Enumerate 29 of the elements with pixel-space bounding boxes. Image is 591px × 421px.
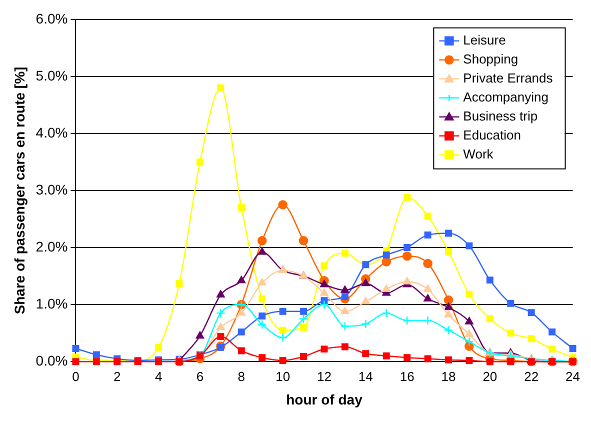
y-tick-label: 4.0% [36,124,68,140]
x-tick-label: 22 [524,368,539,384]
legend-label: Private Errands [463,70,554,86]
x-tick-label: 18 [441,368,456,384]
x-tick-label: 10 [276,368,290,384]
x-tick-label: 4 [154,368,162,384]
x-tick-label: 6 [196,368,204,384]
y-tick-label: 6.0% [36,10,68,26]
x-tick-label: 24 [566,368,580,384]
legend-label: Education [463,127,522,142]
x-axis-title: hour of day [286,391,363,408]
y-tick-label: 1.0% [36,295,68,312]
y-axis-title: Share of passenger cars en route [%] [11,66,28,314]
y-tick-label: 3.0% [36,181,68,198]
legend-label: Leisure [463,32,506,48]
y-tick-label: 0.0% [36,352,68,368]
x-tick-label: 14 [358,368,373,384]
x-tick-label: 2 [114,368,121,384]
legend-label: Business trip [463,108,538,124]
x-tick-label: 20 [482,368,498,384]
x-tick-label: 0 [72,368,80,384]
legend-label: Shopping [463,51,518,66]
x-tick-label: 16 [400,368,414,384]
y-tick-label: 2.0% [36,238,68,254]
y-tick-label: 5.0% [36,67,68,84]
legend-label: Accompanying [463,89,548,104]
x-tick-label: 12 [317,368,332,384]
x-tick-label: 8 [238,368,246,384]
legend-label: Work [463,146,494,162]
